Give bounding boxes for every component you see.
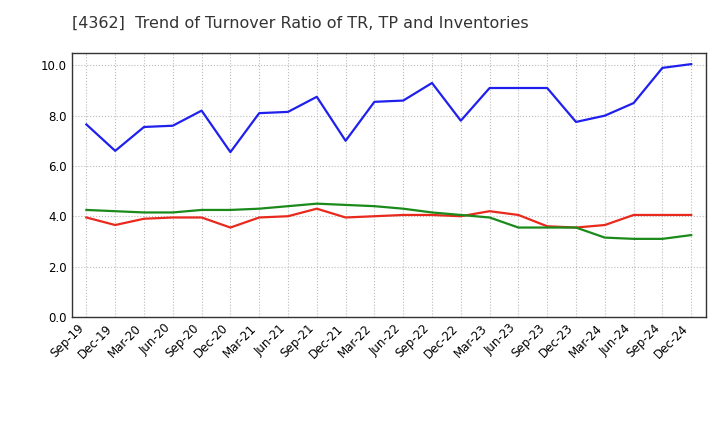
Trade Receivables: [255, 215, 264, 220]
Inventories: [658, 236, 667, 242]
Trade Receivables: [543, 224, 552, 229]
Line: Trade Receivables: Trade Receivables: [86, 209, 691, 227]
Trade Receivables: [197, 215, 206, 220]
Trade Receivables: [485, 209, 494, 214]
Trade Payables: [140, 125, 148, 130]
Trade Receivables: [312, 206, 321, 211]
Trade Receivables: [456, 213, 465, 219]
Trade Payables: [82, 122, 91, 127]
Inventories: [428, 210, 436, 215]
Trade Receivables: [226, 225, 235, 230]
Trade Payables: [255, 110, 264, 116]
Trade Payables: [428, 81, 436, 86]
Trade Receivables: [600, 222, 609, 227]
Trade Payables: [456, 118, 465, 123]
Trade Receivables: [428, 213, 436, 218]
Inventories: [485, 215, 494, 220]
Inventories: [370, 204, 379, 209]
Trade Payables: [341, 138, 350, 143]
Inventories: [600, 235, 609, 240]
Trade Payables: [370, 99, 379, 104]
Inventories: [514, 225, 523, 230]
Trade Receivables: [658, 213, 667, 218]
Trade Payables: [284, 109, 292, 114]
Trade Payables: [197, 108, 206, 113]
Inventories: [687, 232, 696, 238]
Trade Receivables: [370, 213, 379, 219]
Trade Payables: [312, 94, 321, 99]
Inventories: [284, 204, 292, 209]
Text: [4362]  Trend of Turnover Ratio of TR, TP and Inventories: [4362] Trend of Turnover Ratio of TR, TP…: [72, 16, 528, 31]
Line: Trade Payables: Trade Payables: [86, 64, 691, 152]
Inventories: [312, 201, 321, 206]
Trade Receivables: [341, 215, 350, 220]
Inventories: [543, 225, 552, 230]
Trade Receivables: [82, 215, 91, 220]
Trade Receivables: [514, 213, 523, 218]
Inventories: [82, 207, 91, 213]
Trade Payables: [687, 62, 696, 67]
Trade Receivables: [399, 213, 408, 218]
Inventories: [399, 206, 408, 211]
Inventories: [572, 225, 580, 230]
Trade Receivables: [687, 213, 696, 218]
Inventories: [140, 210, 148, 215]
Inventories: [197, 207, 206, 213]
Trade Payables: [514, 85, 523, 91]
Inventories: [226, 207, 235, 213]
Inventories: [456, 213, 465, 218]
Trade Receivables: [111, 222, 120, 227]
Trade Payables: [168, 123, 177, 128]
Trade Payables: [572, 119, 580, 125]
Inventories: [168, 210, 177, 215]
Trade Payables: [111, 148, 120, 154]
Trade Payables: [226, 150, 235, 155]
Inventories: [629, 236, 638, 242]
Trade Payables: [485, 85, 494, 91]
Trade Receivables: [168, 215, 177, 220]
Trade Payables: [600, 113, 609, 118]
Inventories: [255, 206, 264, 211]
Trade Payables: [399, 98, 408, 103]
Trade Receivables: [284, 213, 292, 219]
Inventories: [341, 202, 350, 208]
Trade Receivables: [140, 216, 148, 221]
Trade Payables: [658, 65, 667, 70]
Trade Receivables: [572, 225, 580, 230]
Inventories: [111, 209, 120, 214]
Trade Receivables: [629, 213, 638, 218]
Line: Inventories: Inventories: [86, 204, 691, 239]
Trade Payables: [543, 85, 552, 91]
Trade Payables: [629, 100, 638, 106]
